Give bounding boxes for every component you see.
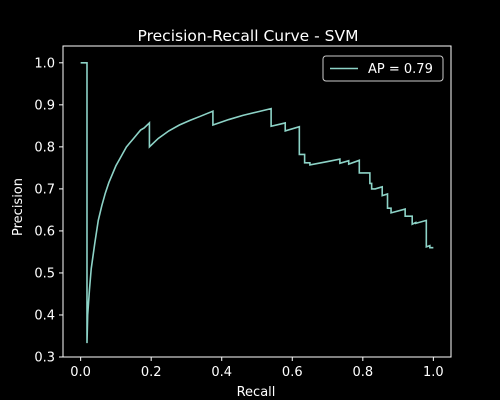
- y-tick-label: 0.8: [34, 140, 55, 155]
- x-tick-label: 0.0: [70, 365, 91, 380]
- y-tick-label: 0.6: [34, 224, 55, 239]
- y-tick-label: 0.4: [34, 308, 55, 323]
- chart-title: Precision-Recall Curve - SVM: [138, 27, 359, 45]
- y-tick-label: 1.0: [34, 56, 55, 71]
- legend-box: [322, 55, 444, 82]
- x-tick-label: 0.4: [211, 365, 232, 380]
- y-axis-label: Precision: [11, 178, 26, 236]
- x-tick-label: 0.2: [141, 365, 162, 380]
- legend: AP = 0.79: [322, 55, 444, 82]
- series-line-0: [80, 62, 434, 344]
- axes: 0.0 0.2 0.4 0.6 0.8 1.0 0.3 0.4 0.5 0.6 0.7 0.8 0.9 1…: [34, 45, 452, 380]
- legend-entry-label: AP = 0.79: [368, 62, 433, 77]
- axes-frame: [62, 45, 452, 358]
- plot-area: [80, 62, 434, 344]
- x-tick-label: 0.6: [282, 365, 303, 380]
- y-tick-label: 0.5: [34, 266, 55, 281]
- y-tick-label: 0.7: [34, 182, 55, 197]
- x-tick-label: 0.8: [352, 365, 373, 380]
- y-tick-label: 0.3: [34, 351, 55, 366]
- y-tick-label: 0.9: [34, 98, 55, 113]
- x-tick-label: 1.0: [423, 365, 444, 380]
- x-axis-label: Recall: [237, 385, 276, 400]
